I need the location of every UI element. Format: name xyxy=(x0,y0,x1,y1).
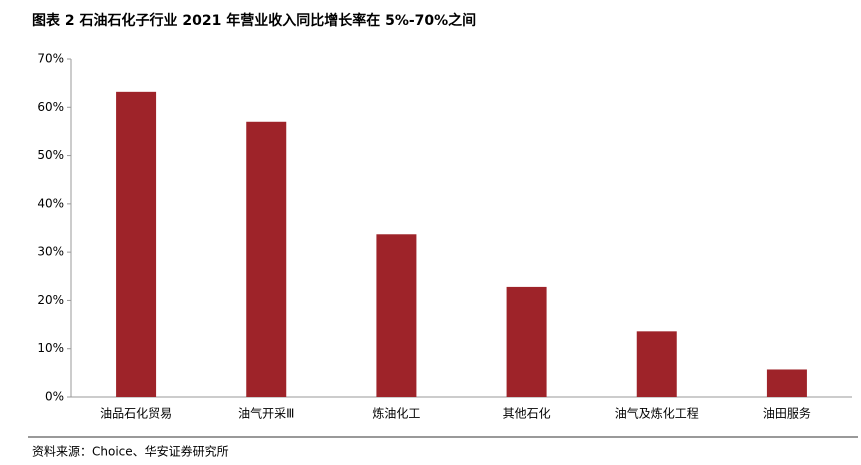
y-tick-label: 30% xyxy=(37,245,64,259)
x-tick-label: 油气开采Ⅲ xyxy=(238,406,294,421)
chart-title: 图表 2 石油石化子行业 2021 年营业收入同比增长率在 5%-70%之间 xyxy=(32,12,476,29)
y-tick-label: 60% xyxy=(37,100,64,114)
bar xyxy=(636,331,677,397)
x-tick-label: 油气及炼化工程 xyxy=(615,406,699,421)
x-tick-label: 油品石化贸易 xyxy=(100,407,172,421)
y-tick-label: 0% xyxy=(45,390,64,404)
bar xyxy=(116,91,157,397)
y-tick-label: 70% xyxy=(37,52,64,66)
x-tick-label: 炼油化工 xyxy=(372,406,420,421)
source-note: 资料来源：Choice、华安证券研究所 xyxy=(32,444,229,459)
y-tick-label: 10% xyxy=(37,341,64,355)
bar xyxy=(376,234,417,397)
y-tick-label: 40% xyxy=(37,196,64,210)
x-tick-label: 其他石化 xyxy=(503,407,551,421)
y-tick-label: 20% xyxy=(37,293,64,307)
y-tick-label: 50% xyxy=(37,148,64,162)
bar xyxy=(766,369,807,397)
x-tick-label: 油田服务 xyxy=(763,406,811,421)
bar xyxy=(246,121,287,398)
bar xyxy=(506,286,547,397)
